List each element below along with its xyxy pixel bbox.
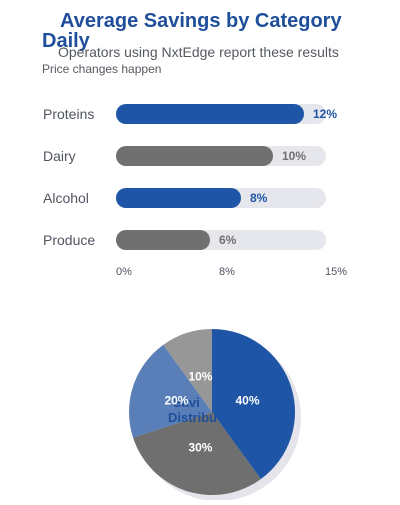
x-tick-label: 0% [116, 266, 132, 278]
pie-slice-label: 10% [188, 369, 212, 383]
bar [116, 188, 241, 208]
pie-slice [212, 329, 295, 480]
bar-category-label: Produce [43, 232, 96, 248]
pie-slice-label: 20% [164, 393, 188, 407]
pie-center-label: Savi [173, 395, 200, 410]
bar [116, 230, 210, 250]
chart-title: Average Savings by Category [60, 10, 342, 32]
bar-category-label: Proteins [43, 106, 95, 122]
bar [116, 146, 273, 166]
pie-center-label: Distribu [168, 410, 217, 425]
pie-slice [133, 412, 261, 495]
bar-category-label: Alcohol [43, 190, 89, 206]
pie-chart: Savi Distribu 40% 30% 20% 10% [120, 325, 305, 501]
bar-value-label: 6% [219, 233, 237, 247]
bar-track: 10% [116, 146, 326, 166]
pie-slice [163, 329, 212, 412]
bar-value-label: 12% [313, 107, 338, 121]
bar-track: 12% [116, 104, 337, 124]
chart-title-wrap: Daily [42, 30, 90, 52]
chart-subtitle: Operators using NxtEdge report these res… [58, 44, 339, 60]
chart-note: Price changes happen [42, 62, 162, 76]
bar-value-label: 8% [250, 191, 268, 205]
pie-slice [129, 344, 212, 438]
x-tick-label: 8% [219, 266, 235, 278]
bar [116, 104, 304, 124]
pie-slice-label: 30% [188, 441, 212, 455]
bar-value-label: 10% [282, 149, 307, 163]
bar-track: 8% [116, 188, 326, 208]
bar-track: 6% [116, 230, 326, 250]
bar-category-label: Dairy [43, 148, 76, 164]
x-tick-label: 15% [325, 266, 348, 278]
pie-slice-label: 40% [236, 393, 260, 407]
